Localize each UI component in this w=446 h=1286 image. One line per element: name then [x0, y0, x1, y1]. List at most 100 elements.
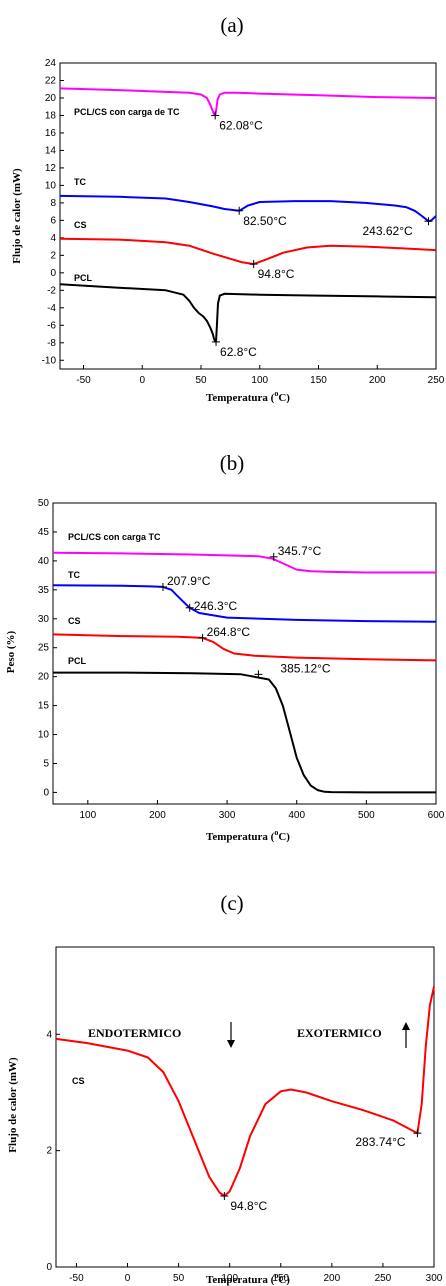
series-line-cs — [55, 986, 435, 1197]
panel-b-label-cs: CS — [68, 616, 81, 626]
x-tick-label: 0 — [125, 1273, 131, 1284]
x-tick-label: 200 — [369, 375, 386, 386]
panel-c-series — [55, 986, 435, 1197]
panel-c: (c) 0 2 4 -50 0 50 100 150 200 250 300 94.8°C 283.… — [7, 891, 443, 1286]
y-tick-label: -2 — [47, 285, 56, 296]
x-tick-label: 300 — [426, 1273, 443, 1284]
panel-b-x-title: Temperatura (oC) — [206, 828, 290, 843]
panel-a-x-title-end: C) — [278, 392, 290, 404]
y-tick-label: -6 — [47, 320, 56, 331]
x-tick-label: 100 — [79, 810, 96, 821]
panel-b-y-ticks: 0 5 10 15 20 25 30 35 40 45 50 — [38, 498, 57, 798]
peak-annotation: 243.62°C — [363, 224, 414, 238]
panel-c-annotations: 94.8°C 283.74°C — [220, 1129, 422, 1213]
panel-a-x-title-sup: o — [274, 389, 278, 398]
y-tick-label: 22 — [45, 75, 57, 86]
x-tick-label: 100 — [221, 1273, 238, 1284]
panel-b-label-pcl: PCL — [68, 656, 87, 666]
panel-b-y-title: Peso (%) — [5, 630, 17, 673]
peak-annotation: 207.9°C — [167, 574, 211, 588]
x-tick-label: 150 — [272, 1273, 289, 1284]
panel-b-label-pcl-cs: PCL/CS con carga TC — [68, 532, 161, 542]
panel-b-x-title-sup: o — [274, 828, 278, 837]
y-tick-label: -8 — [47, 338, 56, 349]
series-line-cs — [59, 237, 437, 266]
endotermico-label: ENDOTERMICO — [88, 1026, 181, 1040]
panel-b-frame — [52, 502, 437, 805]
y-tick-label: 20 — [45, 93, 57, 104]
y-tick-label: 20 — [38, 672, 50, 683]
y-tick-label: 0 — [43, 787, 49, 798]
panel-c-x-title-sup: o — [274, 1271, 278, 1280]
x-tick-label: 600 — [428, 810, 445, 821]
panel-c-x-title-end: C) — [278, 1274, 290, 1286]
series-line-tc — [59, 194, 437, 223]
y-tick-label: 10 — [38, 730, 50, 741]
y-tick-label: 25 — [38, 643, 50, 654]
series-line-pcl — [53, 671, 436, 794]
x-tick-label: 400 — [288, 810, 305, 821]
y-tick-label: 24 — [45, 58, 57, 69]
panel-c-frame — [55, 946, 435, 1268]
peak-annotation: 246.3°C — [194, 599, 238, 613]
panel-c-x-ticks: -50 0 50 100 150 200 250 300 — [69, 1263, 443, 1284]
panel-c-y-title: Flujo de calor (mW) — [7, 1057, 19, 1153]
x-tick-label: 300 — [219, 810, 236, 821]
panel-a-annotations: 62.08°C 82.50°C 243.62°C 94.8°C 62.8°C — [211, 111, 433, 359]
y-tick-label: 35 — [38, 585, 50, 596]
endotermico-arrow-icon — [227, 1022, 235, 1048]
y-tick-label: 12 — [45, 163, 57, 174]
peak-annotation: 94.8°C — [258, 267, 295, 281]
y-tick-label: 4 — [50, 233, 56, 244]
panel-a-label-tc: TC — [74, 177, 86, 187]
panel-a-x-ticks: -50 0 50 100 150 200 250 — [76, 365, 445, 386]
panel-b-annotations: 345.7°C 207.9°C 246.3°C 264.8°C 385.12°C — [158, 544, 331, 679]
panel-b-x-title-end: C) — [278, 831, 290, 843]
y-tick-label: -10 — [42, 355, 57, 366]
y-tick-label: 30 — [38, 614, 50, 625]
x-tick-label: -50 — [69, 1273, 84, 1284]
x-tick-label: 500 — [358, 810, 375, 821]
peak-annotation: 94.8°C — [230, 1199, 267, 1213]
y-tick-label: 8 — [50, 198, 56, 209]
panel-a-label-pcl: PCL — [74, 273, 93, 283]
x-tick-label: 0 — [139, 375, 145, 386]
x-tick-label: 200 — [149, 810, 166, 821]
x-tick-label: 50 — [195, 375, 207, 386]
series-line-cs — [52, 633, 437, 662]
y-tick-label: 2 — [50, 250, 56, 261]
x-tick-label: 100 — [251, 375, 268, 386]
series-line-pcl — [59, 283, 437, 343]
y-tick-label: 0 — [50, 268, 56, 279]
y-tick-label: 16 — [45, 128, 57, 139]
panel-b-label-tc: TC — [68, 570, 80, 580]
panel-b-label: (b) — [220, 451, 245, 475]
peak-annotation: 385.12°C — [280, 661, 331, 675]
exotermico-arrow-icon — [402, 1022, 410, 1048]
x-tick-label: 250 — [428, 375, 445, 386]
panel-c-y-ticks: 0 2 4 — [46, 1029, 60, 1273]
y-tick-label: 14 — [45, 145, 57, 156]
y-tick-label: 15 — [38, 701, 50, 712]
panel-c-x-title-start: Temperatura ( — [206, 1274, 275, 1286]
x-tick-label: 50 — [173, 1273, 185, 1284]
peak-annotation: 82.50°C — [243, 214, 287, 228]
panel-b-x-ticks: 100 200 300 400 500 600 — [79, 800, 445, 821]
panel-a-x-title-start: Temperatura ( — [206, 392, 275, 404]
peak-annotation: 62.8°C — [220, 345, 257, 359]
y-tick-label: -4 — [47, 303, 56, 314]
y-tick-label: 10 — [45, 180, 57, 191]
peak-annotation: 283.74°C — [355, 1135, 406, 1149]
panel-c-label: (c) — [220, 891, 243, 915]
series-line-tc — [52, 584, 437, 623]
y-tick-label: 4 — [46, 1029, 52, 1040]
exotermico-label: EXOTERMICO — [297, 1026, 382, 1040]
y-tick-label: 6 — [50, 215, 56, 226]
peak-annotation: 264.8°C — [207, 625, 251, 639]
panel-a-label-cs: CS — [74, 220, 87, 230]
y-tick-label: 45 — [38, 527, 50, 538]
x-tick-label: 250 — [375, 1273, 392, 1284]
